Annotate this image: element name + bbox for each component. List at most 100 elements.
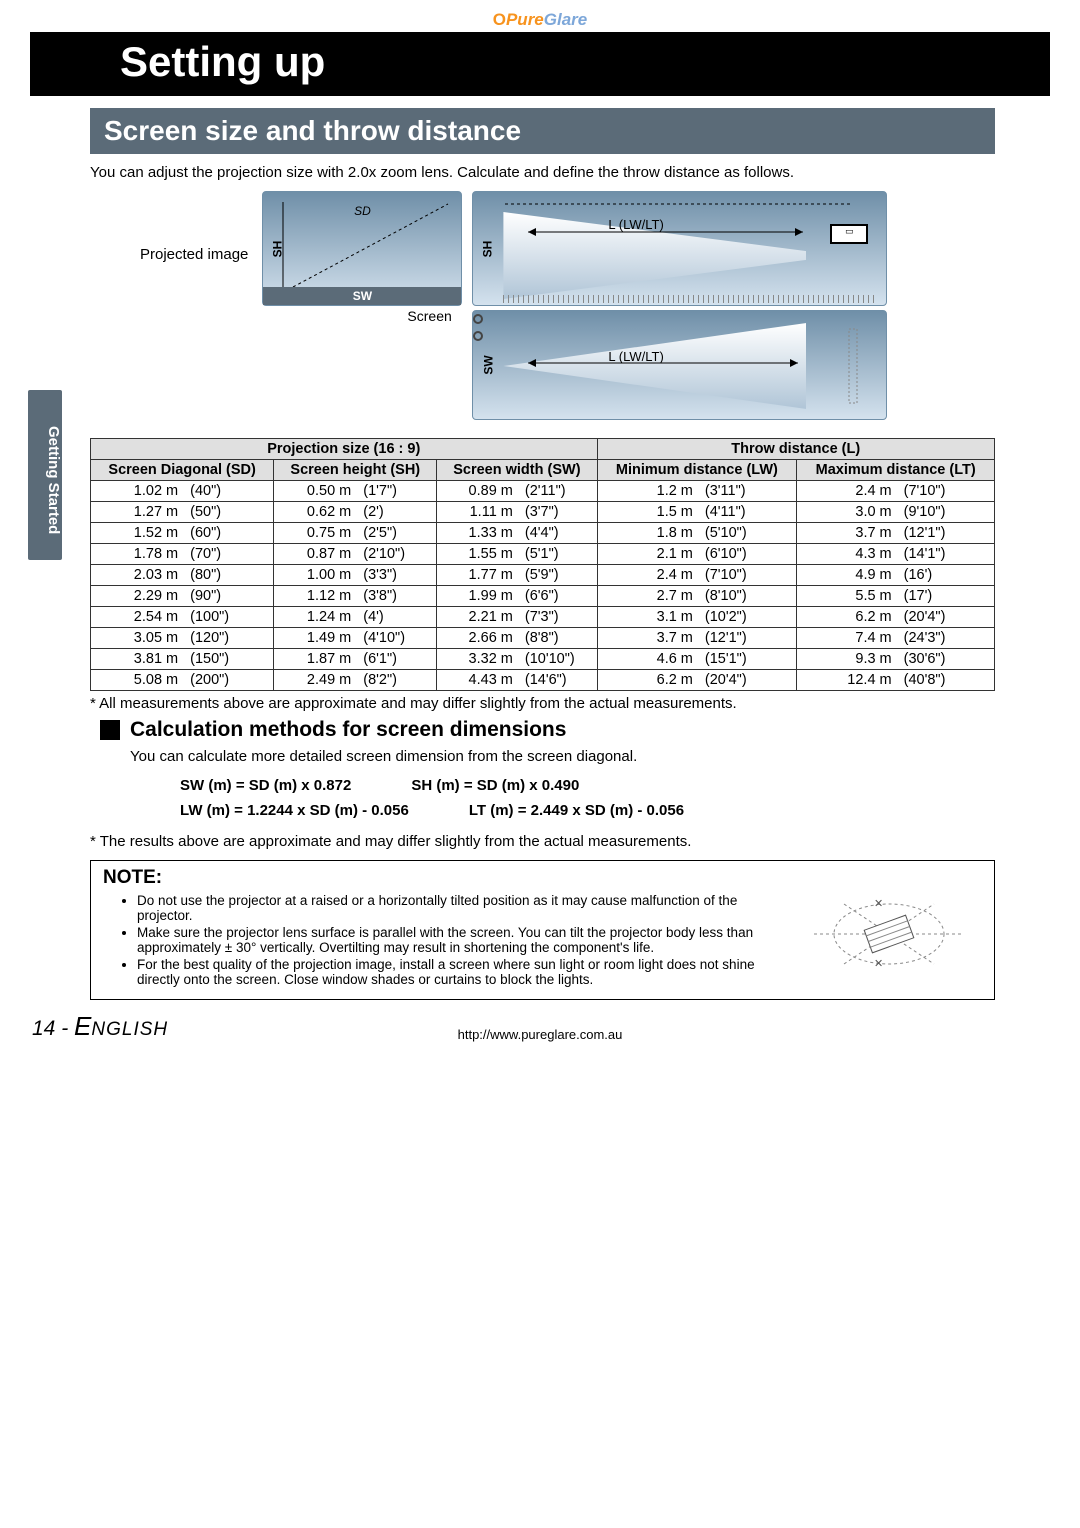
intro-text: You can adjust the projection size with … <box>90 164 995 181</box>
brand-o: O <box>493 10 506 29</box>
note-item: Make sure the projector lens surface is … <box>137 925 777 955</box>
square-bullet-icon <box>100 720 120 740</box>
projected-image-label: Projected image <box>140 191 252 263</box>
brand-glare: Glare <box>544 10 587 29</box>
table-cell-lt: 7.4 m(24'3") <box>797 628 995 649</box>
table-cell-sw: 4.43 m(14'6") <box>437 670 597 691</box>
table-cell-sd: 2.29 m(90") <box>91 586 274 607</box>
table-cell-lw: 4.6 m(15'1") <box>597 649 797 670</box>
table-cell-lt: 9.3 m(30'6") <box>797 649 995 670</box>
table-row: 5.08 m(200")2.49 m(8'2")4.43 m(14'6")6.2… <box>91 670 995 691</box>
table-cell-sh: 1.00 m(3'3") <box>274 565 437 586</box>
note-item: Do not use the projector at a raised or … <box>137 893 777 923</box>
table-cell-lw: 2.1 m(6'10") <box>597 544 797 565</box>
table-cell-sh: 1.49 m(4'10") <box>274 628 437 649</box>
page-number: 14 - ENGLISH <box>32 1011 168 1042</box>
table-cell-sw: 2.66 m(8'8") <box>437 628 597 649</box>
floor-line-icon <box>503 295 876 303</box>
diagram: Projected image SH SD SW Screen SH L (LW… <box>90 191 995 420</box>
table-cell-lt: 3.7 m(12'1") <box>797 523 995 544</box>
th-sh: Screen height (SH) <box>274 460 437 481</box>
table-cell-sh: 0.75 m(2'5") <box>274 523 437 544</box>
formula-sh: SH (m) = SD (m) x 0.490 <box>411 777 579 794</box>
table-cell-sh: 1.12 m(3'8") <box>274 586 437 607</box>
table-cell-sh: 1.24 m(4') <box>274 607 437 628</box>
table-cell-sw: 2.21 m(7'3") <box>437 607 597 628</box>
th-sd: Screen Diagonal (SD) <box>91 460 274 481</box>
screen-front-panel: SH SD SW <box>262 191 462 306</box>
content: Screen size and throw distance You can a… <box>0 108 1080 1000</box>
brand-logo: OPureGlare <box>0 0 1080 32</box>
table-cell-sh: 0.50 m(1'7") <box>274 481 437 502</box>
note-item: For the best quality of the projection i… <box>137 957 777 987</box>
table-cell-sw: 1.33 m(4'4") <box>437 523 597 544</box>
table-row: 1.78 m(70")0.87 m(2'10")1.55 m(5'1")2.1 … <box>91 544 995 565</box>
table-cell-lt: 3.0 m(9'10") <box>797 502 995 523</box>
table-row: 2.54 m(100")1.24 m(4')2.21 m(7'3")3.1 m(… <box>91 607 995 628</box>
formula-lw: LW (m) = 1.2244 x SD (m) - 0.056 <box>180 802 409 819</box>
table-cell-lt: 2.4 m(7'10") <box>797 481 995 502</box>
page-num: 14 - <box>32 1017 74 1040</box>
table-cell-sd: 5.08 m(200") <box>91 670 274 691</box>
lang-e: E <box>74 1011 91 1041</box>
table-cell-sh: 0.62 m(2') <box>274 502 437 523</box>
table-cell-lw: 1.5 m(4'11") <box>597 502 797 523</box>
table-cell-sw: 1.55 m(5'1") <box>437 544 597 565</box>
th-lw: Minimum distance (LW) <box>597 460 797 481</box>
table-cell-sd: 1.78 m(70") <box>91 544 274 565</box>
side-tab: Getting Started <box>28 390 62 560</box>
table-cell-sh: 2.49 m(8'2") <box>274 670 437 691</box>
table-cell-lw: 1.2 m(3'11") <box>597 481 797 502</box>
table-cell-lt: 4.3 m(14'1") <box>797 544 995 565</box>
screen-label: Screen <box>262 308 462 324</box>
table-cell-sh: 0.87 m(2'10") <box>274 544 437 565</box>
note-list: Do not use the projector at a raised or … <box>137 893 777 987</box>
table-cell-sw: 1.11 m(3'7") <box>437 502 597 523</box>
table-row: 3.81 m(150")1.87 m(6'1")3.32 m(10'10")4.… <box>91 649 995 670</box>
table-cell-sw: 0.89 m(2'11") <box>437 481 597 502</box>
footer-url: http://www.pureglare.com.au <box>458 1027 623 1042</box>
table-cell-lt: 4.9 m(16') <box>797 565 995 586</box>
th-sw: Screen width (SW) <box>437 460 597 481</box>
projector-side-icon: ▭ <box>830 224 868 244</box>
table-row: 2.03 m(80")1.00 m(3'3")1.77 m(5'9")2.4 m… <box>91 565 995 586</box>
table-cell-sd: 1.02 m(40") <box>91 481 274 502</box>
table-cell-lw: 2.4 m(7'10") <box>597 565 797 586</box>
svg-text:✕: ✕ <box>874 958 883 970</box>
formula-row-2: LW (m) = 1.2244 x SD (m) - 0.056 LT (m) … <box>180 802 995 819</box>
right-panels: SH L (LW/LT) ▭ SW L (LW/LT) <box>472 191 887 420</box>
table-cell-lw: 6.2 m(20'4") <box>597 670 797 691</box>
note-title: NOTE: <box>103 867 982 889</box>
table-cell-lw: 3.7 m(12'1") <box>597 628 797 649</box>
table-cell-lw: 1.8 m(5'10") <box>597 523 797 544</box>
th-throw: Throw distance (L) <box>597 439 995 460</box>
formula-row-1: SW (m) = SD (m) x 0.872 SH (m) = SD (m) … <box>180 777 995 794</box>
brand-pure: Pure <box>506 10 544 29</box>
sw-bar: SW <box>263 287 461 305</box>
tilt-diagram-icon: ✕ ✕ <box>814 889 964 979</box>
table-row: 1.27 m(50")0.62 m(2')1.11 m(3'7")1.5 m(4… <box>91 502 995 523</box>
table-cell-lw: 2.7 m(8'10") <box>597 586 797 607</box>
table-cell-lt: 5.5 m(17') <box>797 586 995 607</box>
distance-table: Projection size (16 : 9) Throw distance … <box>90 438 995 691</box>
table-cell-sw: 1.99 m(6'6") <box>437 586 597 607</box>
table-cell-sd: 1.52 m(60") <box>91 523 274 544</box>
top-view-panel: SW L (LW/LT) <box>472 310 887 420</box>
table-cell-sw: 1.77 m(5'9") <box>437 565 597 586</box>
formula-sw: SW (m) = SD (m) x 0.872 <box>180 777 351 794</box>
calc-footnote: * The results above are approximate and … <box>90 833 995 850</box>
formula-lt: LT (m) = 2.449 x SD (m) - 0.056 <box>469 802 684 819</box>
table-cell-sd: 3.05 m(120") <box>91 628 274 649</box>
table-cell-lw: 3.1 m(10'2") <box>597 607 797 628</box>
table-cell-sh: 1.87 m(6'1") <box>274 649 437 670</box>
table-cell-lt: 12.4 m(40'8") <box>797 670 995 691</box>
table-cell-lt: 6.2 m(20'4") <box>797 607 995 628</box>
section-heading: Screen size and throw distance <box>90 108 995 154</box>
table-row: 2.29 m(90")1.12 m(3'8")1.99 m(6'6")2.7 m… <box>91 586 995 607</box>
left-panel-wrap: SH SD SW Screen <box>262 191 462 324</box>
table-cell-sw: 3.32 m(10'10") <box>437 649 597 670</box>
page-title: Setting up <box>30 32 1050 96</box>
side-view-panel: SH L (LW/LT) ▭ <box>472 191 887 306</box>
table-row: 1.52 m(60")0.75 m(2'5")1.33 m(4'4")1.8 m… <box>91 523 995 544</box>
table-footnote: * All measurements above are approximate… <box>90 695 995 712</box>
